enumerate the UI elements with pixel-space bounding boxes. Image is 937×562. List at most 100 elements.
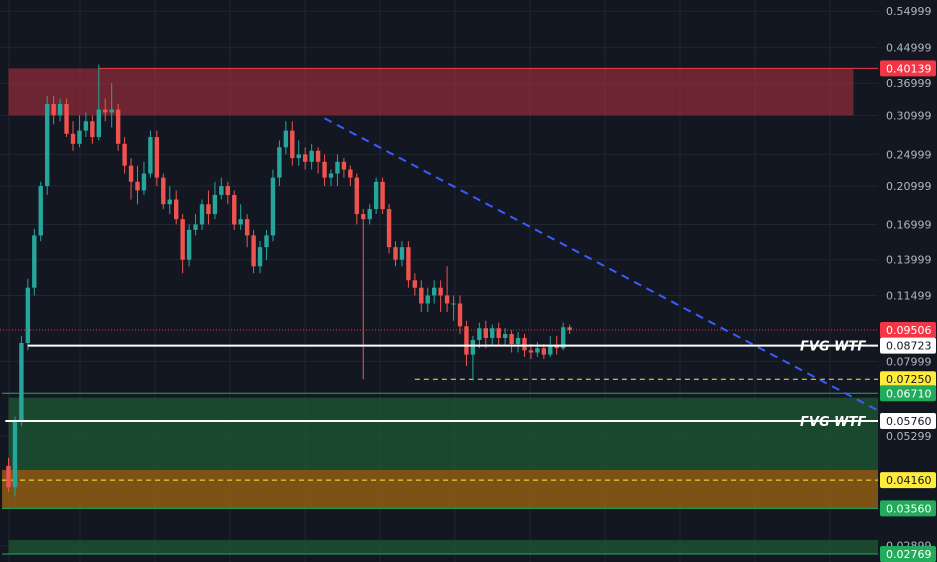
candle [406,241,411,288]
candle [12,416,18,497]
candle-body [115,109,121,144]
candle-body [122,143,127,166]
price-badge-bg [880,60,936,77]
candle-body [567,327,572,331]
candle-body [270,177,276,236]
price-levels [0,67,878,555]
candle-body [412,280,418,288]
candle [328,169,334,187]
candle [32,228,37,296]
price-tick-label: 0.24999 [886,148,932,161]
price-badge-label: 0.02769 [886,548,932,561]
candle-body [277,147,282,178]
candle [122,137,127,174]
price-badge-label: 0.04160 [886,474,932,487]
candle [38,181,43,242]
price-badge: 0.08723 [880,337,936,354]
candle-body [257,247,263,267]
candle-body [341,161,347,170]
candle-body [483,328,488,338]
candle [373,177,379,215]
candle [193,214,198,236]
candle-body [328,173,334,178]
price-badge-bg [880,371,936,388]
candlestick-series [6,64,572,497]
candle [335,154,340,187]
demand-zone-upper [8,397,906,470]
price-badge-bg [880,322,936,339]
price-tick-label: 0.13999 [886,254,932,267]
candle [277,140,282,187]
candle [51,95,56,125]
price-tick-label: 0.36999 [886,77,932,90]
candle-body [528,350,534,353]
candle [535,341,540,357]
candle-body [12,421,18,488]
candle-body [238,219,243,225]
candle [354,173,359,225]
candle [57,98,63,122]
candle [161,173,166,210]
candle-body [444,295,450,304]
candle [251,229,256,274]
price-badge: 0.03560 [880,500,936,517]
candle [464,320,469,366]
candle-body [432,287,437,296]
price-axis[interactable]: 0.54999 0.44999 0.36999 0.30999 0.24999 0.209… [878,0,937,562]
candle-body [315,150,321,162]
candle-body [322,161,327,178]
candle-body [393,247,398,260]
candle [135,165,140,205]
candle [70,121,76,151]
candle [225,181,230,205]
candle [96,64,101,141]
price-tick-label: 0.54999 [886,5,932,18]
price-badge: 0.40139 [880,60,936,77]
candle [244,214,250,248]
candle [128,158,134,200]
price-tick-label: 0.20999 [886,180,932,193]
candle-body [161,177,166,205]
candle [25,278,31,351]
fvg-label: FVG WTF [800,340,866,355]
candle-body [522,337,527,351]
candle-body [470,339,476,355]
price-badge-bg [880,472,936,489]
candle [83,112,89,138]
candle-body [219,186,224,195]
price-badge-label: 0.08723 [886,340,932,353]
candle [509,330,514,353]
candle [199,199,205,230]
candle [45,95,50,195]
demand-zone-lower [8,540,906,555]
candle-body [348,169,353,178]
candle [232,190,237,230]
candle-body [83,121,89,131]
candle [6,457,11,492]
candle-body [464,326,469,355]
candle-body [438,287,443,296]
candle-body [354,177,359,215]
candle-body [496,328,501,338]
candle-body [141,173,147,191]
candle [109,83,114,128]
fvg-label: FVG WTF [800,415,866,430]
candle-body [77,130,82,144]
demand-zone-orange [2,469,906,509]
candle-body [167,199,172,205]
candle-body [154,137,160,178]
candle-body [199,204,205,225]
candle [567,324,572,334]
candle-body [193,224,198,230]
candle-body [135,181,140,191]
candle [115,103,121,151]
candle [212,181,218,220]
candle [290,121,295,166]
candle [399,241,405,267]
price-badge-bg [880,546,936,562]
candle [457,295,463,334]
price-badge: 0.09506 [880,322,936,339]
candle-body [19,342,24,422]
candle [186,224,192,267]
